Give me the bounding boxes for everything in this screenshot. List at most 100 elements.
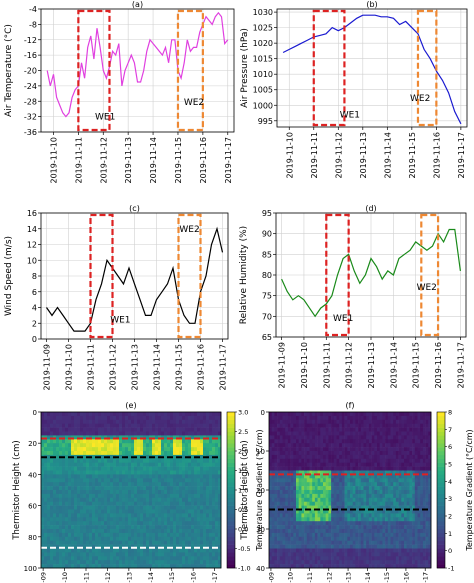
- heat-cell: [197, 548, 201, 553]
- heat-cell: [203, 529, 207, 534]
- heat-cell: [320, 415, 324, 421]
- heat-cell: [173, 490, 177, 495]
- we2-label-a: WE2: [184, 98, 204, 108]
- heat-cell: [122, 470, 126, 475]
- heat-cell: [44, 486, 48, 491]
- heat-cell: [306, 462, 310, 467]
- heat-cell: [179, 529, 183, 534]
- heat-cell: [301, 552, 305, 557]
- heat-cell: [158, 486, 162, 491]
- heat-cell: [387, 529, 391, 534]
- heat-cell: [119, 556, 123, 561]
- heat-cell: [146, 529, 150, 534]
- heat-cell: [152, 466, 156, 471]
- heat-cell: [328, 478, 332, 483]
- heat-cell: [47, 509, 51, 514]
- heat-cell: [358, 548, 362, 553]
- heat-cell: [209, 439, 213, 444]
- heat-cell: [44, 451, 48, 456]
- heat-cell: [404, 474, 407, 479]
- heat-cell: [83, 544, 87, 549]
- heat-cell: [285, 419, 289, 424]
- heat-cell: [116, 490, 120, 495]
- heat-cell: [80, 478, 84, 483]
- heat-cell: [368, 458, 372, 463]
- heat-cell: [137, 466, 141, 471]
- heat-cell: [366, 501, 370, 506]
- heat-cell: [398, 490, 402, 495]
- heat-cell: [104, 529, 108, 534]
- heat-cell: [149, 435, 153, 440]
- heat-cell: [179, 427, 183, 432]
- heat-cell: [317, 525, 321, 530]
- heat-cell: [68, 521, 72, 526]
- heat-cell: [200, 419, 204, 424]
- heat-cell: [404, 478, 407, 483]
- heat-cell: [179, 474, 183, 479]
- heat-cell: [377, 505, 380, 510]
- heat-cell: [314, 529, 318, 534]
- heat-cell: [83, 443, 87, 448]
- heat-cell: [398, 529, 402, 534]
- heat-cell: [77, 532, 81, 538]
- heat-cell: [80, 497, 84, 502]
- heat-cell: [191, 540, 195, 545]
- heat-cell: [414, 532, 418, 538]
- heat-cell: [325, 454, 329, 460]
- heat-cell: [409, 458, 413, 463]
- heat-cell: [89, 548, 93, 553]
- heat-cell: [53, 490, 57, 495]
- heat-cell: [309, 540, 313, 545]
- heat-cell: [53, 564, 57, 569]
- heat-cell: [382, 478, 386, 483]
- heat-cell: [282, 439, 286, 444]
- heat-cell: [44, 525, 48, 530]
- heat-cell: [215, 462, 219, 467]
- heat-cell: [358, 501, 362, 506]
- heat-cell: [382, 548, 386, 553]
- heat-cell: [271, 513, 275, 518]
- heat-cell: [325, 447, 329, 452]
- heat-cell: [277, 529, 281, 534]
- heat-cell: [104, 556, 108, 561]
- heat-cell: [296, 412, 299, 417]
- heat-cell: [358, 466, 362, 471]
- heat-cell: [176, 490, 180, 495]
- heat-cell: [414, 447, 418, 452]
- heat-cell: [62, 451, 66, 456]
- heat-cell: [158, 427, 162, 432]
- heat-cell: [331, 521, 335, 526]
- heat-cell: [155, 423, 159, 428]
- heat-cell: [317, 466, 321, 471]
- heat-cell: [203, 505, 207, 510]
- heat-cell: [212, 482, 216, 487]
- heat-cell: [125, 513, 129, 518]
- heat-cell: [77, 482, 81, 487]
- heat-cell: [309, 451, 313, 456]
- heat-cell: [387, 505, 391, 510]
- heat-cell: [200, 474, 204, 479]
- heat-cell: [393, 544, 397, 549]
- heat-cell: [128, 423, 132, 428]
- heat-cell: [209, 517, 213, 522]
- heat-cell: [68, 439, 72, 444]
- heat-cell: [206, 470, 210, 475]
- colorbar-label-e: Temperature Gradient (°C/cm): [255, 429, 264, 551]
- heat-cell: [374, 470, 378, 475]
- heat-cell: [371, 517, 375, 522]
- heat-cell: [309, 423, 313, 428]
- heat-cell: [188, 536, 192, 541]
- heat-cell: [119, 505, 123, 510]
- panel-title-c: (c): [129, 204, 140, 213]
- heat-cell: [317, 458, 321, 463]
- heat-cell: [215, 443, 219, 448]
- heat-cell: [95, 544, 99, 549]
- heat-cell: [170, 443, 174, 448]
- heat-cell: [287, 466, 291, 471]
- heat-cell: [312, 529, 316, 534]
- heat-cell: [366, 443, 370, 448]
- heat-cell: [393, 564, 397, 569]
- heat-cell: [167, 443, 171, 448]
- heat-cell: [301, 462, 305, 467]
- heat-cell: [339, 478, 343, 483]
